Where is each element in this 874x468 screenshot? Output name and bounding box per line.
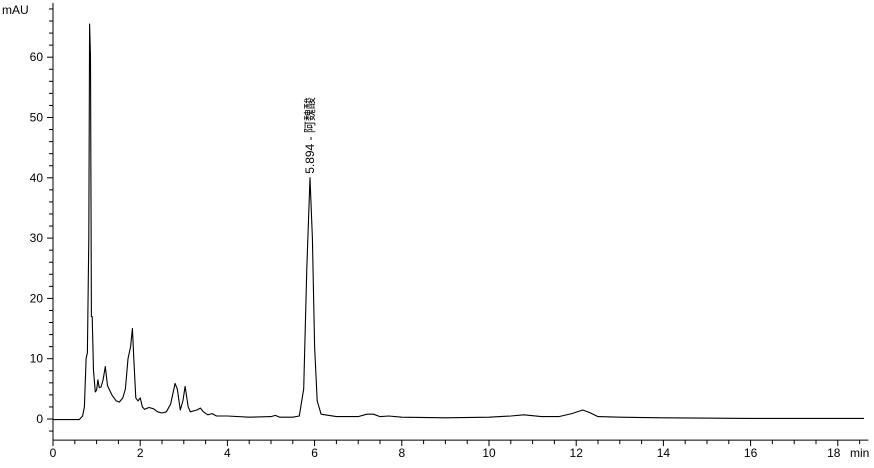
- peak-label: 5.894 - 阿魏酸: [302, 97, 317, 174]
- x-axis-unit: min: [850, 446, 869, 460]
- x-tick-label: 2: [137, 446, 144, 460]
- x-tick-label: 0: [50, 446, 57, 460]
- chromatogram-trace: [53, 23, 864, 421]
- y-tick-label: 40: [30, 171, 44, 185]
- y-tick-label: 50: [30, 111, 44, 125]
- y-tick-label: 60: [30, 50, 44, 64]
- x-tick-label: 8: [398, 446, 405, 460]
- y-tick-label: 20: [30, 291, 44, 305]
- x-tick-label: 10: [482, 446, 496, 460]
- y-tick-label: 0: [36, 412, 43, 426]
- x-tick-label: 12: [570, 446, 584, 460]
- x-tick-label: 6: [311, 446, 318, 460]
- x-tick-label: 16: [744, 446, 758, 460]
- x-tick-label: 18: [827, 446, 841, 460]
- y-tick-label: 30: [30, 231, 44, 245]
- plot-area: 5.894 - 阿魏酸: [53, 23, 864, 421]
- x-tick-label: 14: [657, 446, 671, 460]
- y-tick-label: 10: [30, 352, 44, 366]
- y-axis-label: mAU: [2, 3, 29, 17]
- axes: 0 10 20 30 40 50 60 0 2 4 6 8 10 12 14 16 18: [30, 2, 869, 460]
- x-tick-label: 4: [224, 446, 231, 460]
